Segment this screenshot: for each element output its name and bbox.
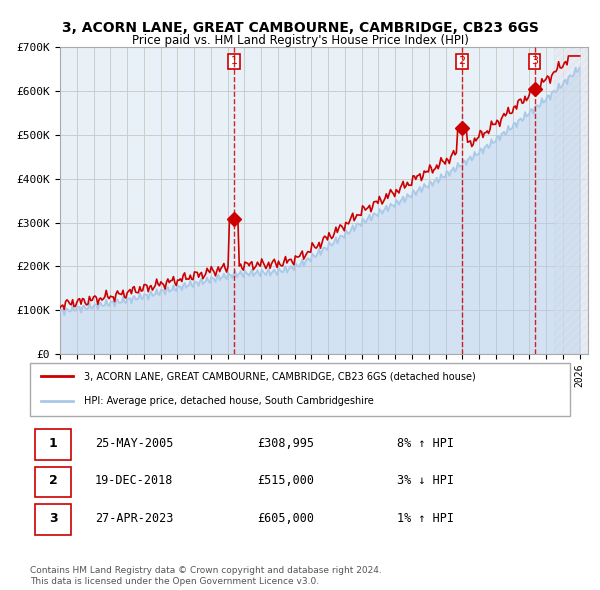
Text: £515,000: £515,000 [257,474,314,487]
FancyBboxPatch shape [35,429,71,460]
Text: 19-DEC-2018: 19-DEC-2018 [95,474,173,487]
Bar [554,47,588,354]
Text: 2: 2 [458,57,466,67]
Text: 3% ↓ HPI: 3% ↓ HPI [397,474,454,487]
Text: £308,995: £308,995 [257,437,314,450]
Text: 25-MAY-2005: 25-MAY-2005 [95,437,173,450]
Text: 3, ACORN LANE, GREAT CAMBOURNE, CAMBRIDGE, CB23 6GS: 3, ACORN LANE, GREAT CAMBOURNE, CAMBRIDG… [62,21,538,35]
Text: Contains HM Land Registry data © Crown copyright and database right 2024.
This d: Contains HM Land Registry data © Crown c… [30,566,382,586]
Text: Price paid vs. HM Land Registry's House Price Index (HPI): Price paid vs. HM Land Registry's House … [131,34,469,47]
Text: 1: 1 [49,437,58,450]
FancyBboxPatch shape [35,504,71,535]
Text: 2: 2 [49,474,58,487]
Text: 8% ↑ HPI: 8% ↑ HPI [397,437,454,450]
Text: 27-APR-2023: 27-APR-2023 [95,512,173,525]
Text: 1: 1 [230,57,238,67]
Text: 3, ACORN LANE, GREAT CAMBOURNE, CAMBRIDGE, CB23 6GS (detached house): 3, ACORN LANE, GREAT CAMBOURNE, CAMBRIDG… [84,371,476,381]
Text: 3: 3 [49,512,58,525]
Text: HPI: Average price, detached house, South Cambridgeshire: HPI: Average price, detached house, Sout… [84,396,374,406]
Text: £605,000: £605,000 [257,512,314,525]
FancyBboxPatch shape [30,363,570,416]
Bar [554,47,588,354]
Text: 3: 3 [531,57,538,67]
FancyBboxPatch shape [35,467,71,497]
Text: 1% ↑ HPI: 1% ↑ HPI [397,512,454,525]
